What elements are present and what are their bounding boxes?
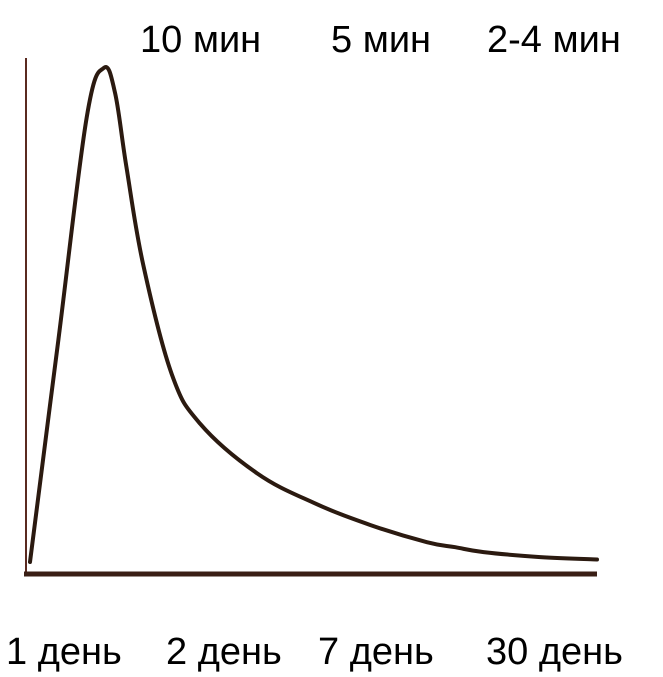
bottom-label: 2 день <box>166 631 282 673</box>
bottom-label: 7 день <box>318 631 434 673</box>
bottom-label: 1 день <box>6 631 122 673</box>
top-labels: 10 мин 5 мин 2-4 мин <box>140 19 621 61</box>
bottom-label: 30 день <box>486 631 623 673</box>
series-line <box>28 65 599 564</box>
bottom-labels: 1 день 2 день 7 день 30 день <box>6 631 623 673</box>
top-label: 5 мин <box>331 19 431 61</box>
top-label: 2-4 мин <box>487 19 621 61</box>
top-label: 10 мин <box>140 19 261 61</box>
